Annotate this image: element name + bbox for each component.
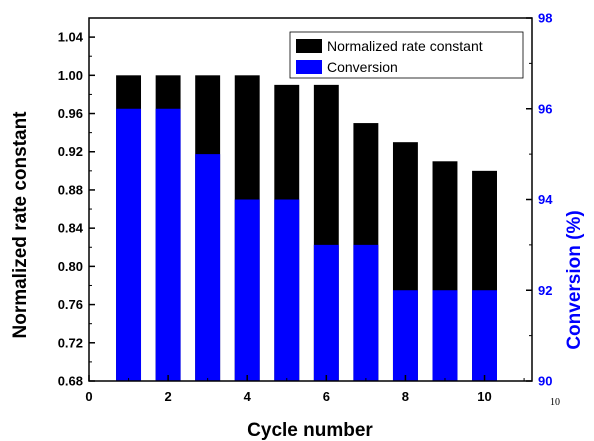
left-axis-ticks: 0.68 0.72 0.76 0.80 0.84 0.88 0.92 0.96 1.00 1.04	[58, 30, 95, 389]
conversion-bar	[195, 154, 221, 381]
x-tick-label: 0	[85, 389, 92, 404]
conversion-bars	[116, 108, 497, 381]
conversion-bar	[116, 108, 142, 381]
legend: Normalized rate constant Conversion	[289, 31, 524, 79]
left-tick-label: 0.84	[58, 221, 84, 236]
left-tick-label: 0.96	[58, 106, 83, 121]
left-tick-label: 1.00	[58, 68, 83, 83]
legend-box	[289, 31, 524, 79]
legend-swatch-conversion	[296, 60, 322, 74]
legend-label-conversion: Conversion	[327, 59, 398, 75]
conversion-bar	[353, 244, 379, 381]
conversion-bar	[155, 108, 181, 381]
right-axis-ticks: 90 92 94 96 98	[526, 11, 553, 389]
left-axis-title: Normalized rate constant	[10, 111, 31, 339]
x-axis-title: Cycle number	[247, 420, 373, 441]
legend-label-rate-constant: Normalized rate constant	[327, 38, 483, 54]
right-tick-label: 94	[538, 192, 553, 207]
left-tick-label: 0.88	[58, 182, 83, 197]
legend-swatch-rate-constant	[296, 39, 322, 53]
x-tick-label: 4	[244, 389, 252, 404]
conversion-bar	[274, 199, 300, 381]
x-axis-ticks: 0 2 4 6 8 10	[85, 375, 525, 404]
right-axis-title: Conversion (%)	[564, 210, 585, 349]
x-tick-label: 10	[477, 389, 491, 404]
right-tick-label: 90	[538, 374, 552, 389]
conversion-bar	[392, 290, 418, 381]
right-tick-label: 92	[538, 283, 552, 298]
conversion-bar	[313, 244, 339, 381]
left-tick-label: 0.76	[58, 297, 83, 312]
conversion-bar	[472, 290, 497, 381]
right-tick-label: 98	[538, 11, 552, 26]
left-tick-label: 0.72	[58, 335, 83, 350]
left-tick-label: 1.04	[58, 30, 84, 45]
x-tick-label: 8	[402, 389, 409, 404]
right-tick-label: 96	[538, 101, 552, 116]
left-tick-label: 0.92	[58, 144, 83, 159]
x-tick-label: 6	[323, 389, 330, 404]
conversion-bar	[432, 290, 458, 381]
left-tick-label: 0.80	[58, 259, 83, 274]
left-tick-label: 0.68	[58, 374, 83, 389]
x-tick-label: 2	[164, 389, 171, 404]
stray-tick-label: 10	[550, 397, 560, 408]
conversion-bar	[234, 199, 260, 381]
